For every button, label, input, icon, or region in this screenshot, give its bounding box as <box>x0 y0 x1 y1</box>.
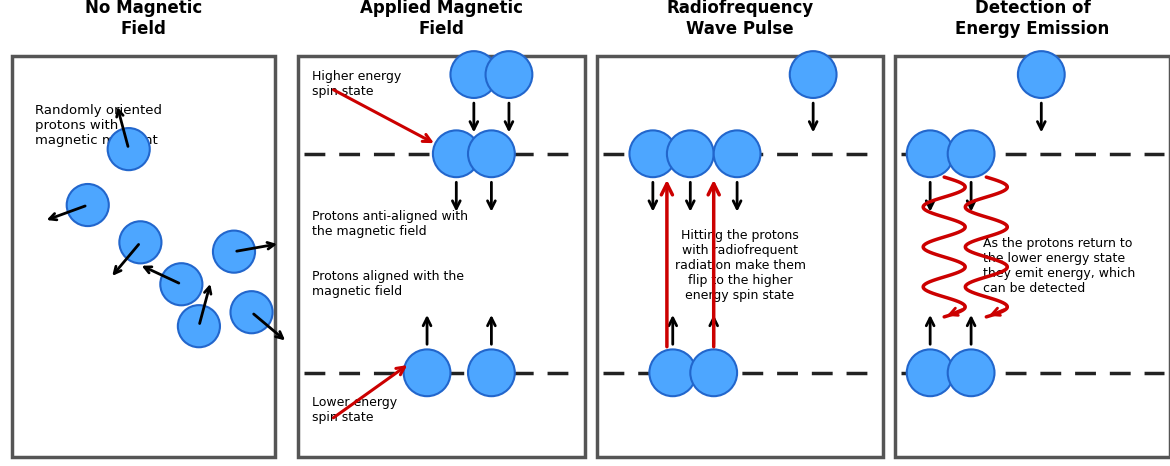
Ellipse shape <box>433 130 480 177</box>
Ellipse shape <box>486 51 532 98</box>
Ellipse shape <box>907 350 954 396</box>
Text: Higher energy
spin state: Higher energy spin state <box>312 70 401 98</box>
Text: Protons anti-aligned with
the magnetic field: Protons anti-aligned with the magnetic f… <box>312 210 468 238</box>
Bar <box>895 56 1170 457</box>
Ellipse shape <box>714 130 760 177</box>
Ellipse shape <box>468 350 515 396</box>
Text: Protons aligned with the
magnetic field: Protons aligned with the magnetic field <box>312 270 464 298</box>
Text: As the protons return to
the lower energy state
they emit energy, which
can be d: As the protons return to the lower energ… <box>983 237 1135 295</box>
Text: Radiofrequency
Wave Pulse: Radiofrequency Wave Pulse <box>667 0 813 38</box>
Text: No Magnetic
Field: No Magnetic Field <box>84 0 202 38</box>
Text: Hitting the protons
with radiofrequent
radiation make them
flip to the higher
en: Hitting the protons with radiofrequent r… <box>675 229 805 302</box>
Bar <box>597 56 883 457</box>
Ellipse shape <box>649 350 696 396</box>
Ellipse shape <box>67 184 109 226</box>
Ellipse shape <box>230 291 273 333</box>
Bar <box>12 56 275 457</box>
Ellipse shape <box>690 350 737 396</box>
Ellipse shape <box>907 130 954 177</box>
Ellipse shape <box>119 221 161 263</box>
Ellipse shape <box>667 130 714 177</box>
Ellipse shape <box>160 263 202 305</box>
Text: Applied Magnetic
Field: Applied Magnetic Field <box>360 0 523 38</box>
Ellipse shape <box>790 51 837 98</box>
Ellipse shape <box>468 130 515 177</box>
Text: Lower energy
spin state: Lower energy spin state <box>312 396 398 424</box>
Text: Randomly oriented
protons with
magnetic moment: Randomly oriented protons with magnetic … <box>35 104 163 147</box>
Ellipse shape <box>450 51 497 98</box>
Ellipse shape <box>1018 51 1065 98</box>
Ellipse shape <box>948 130 994 177</box>
Text: Detection of
Energy Emission: Detection of Energy Emission <box>956 0 1109 38</box>
Ellipse shape <box>213 231 255 273</box>
Ellipse shape <box>629 130 676 177</box>
Ellipse shape <box>404 350 450 396</box>
Ellipse shape <box>948 350 994 396</box>
Ellipse shape <box>178 305 220 347</box>
Bar <box>298 56 585 457</box>
Ellipse shape <box>108 128 150 170</box>
